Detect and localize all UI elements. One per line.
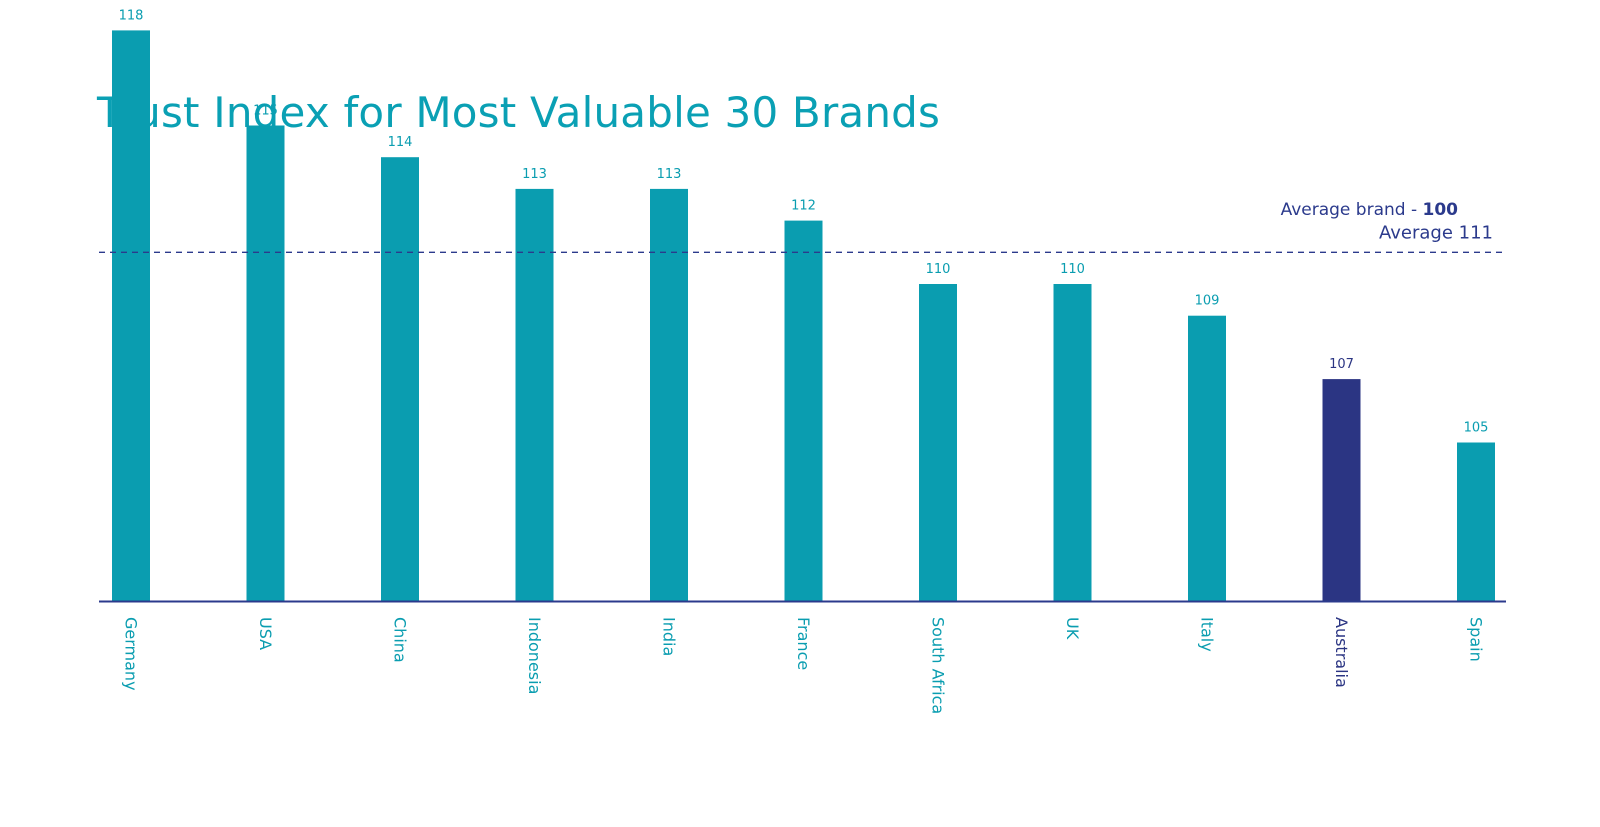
value-label-indonesia: 113 (522, 167, 547, 182)
value-label-italy: 109 (1195, 294, 1220, 309)
value-label-france: 112 (791, 199, 816, 214)
bar-china (381, 157, 419, 601)
average-brand-note: Average brand - 100 (1281, 200, 1458, 220)
category-label-spain: Spain (1467, 617, 1486, 662)
category-label-indonesia: Indonesia (525, 617, 544, 694)
bar-south-africa (919, 284, 957, 601)
bar-indonesia (515, 188, 554, 601)
value-label-australia: 107 (1329, 357, 1354, 372)
value-label-usa: 115 (253, 104, 278, 119)
chart-title: Trust Index for Most Valuable 30 Brands (97, 88, 941, 137)
category-label-uk: UK (1063, 617, 1082, 640)
category-label-australia: Australia (1332, 617, 1351, 688)
value-label-germany: 118 (119, 8, 144, 23)
bar-usa (246, 125, 285, 601)
average-brand-note-label: Average brand - (1280, 200, 1423, 220)
value-label-india: 113 (657, 167, 682, 182)
bar-australia (1322, 379, 1361, 601)
bar-india (650, 188, 688, 601)
category-label-india: India (660, 617, 679, 656)
bar-spain (1457, 442, 1495, 601)
category-label-germany: Germany (122, 617, 141, 691)
category-label-china: China (391, 617, 410, 663)
value-label-uk: 110 (1060, 262, 1085, 277)
bar-italy (1188, 315, 1226, 601)
value-label-spain: 105 (1464, 421, 1489, 436)
average-reference-label: Average 111 (1379, 222, 1493, 243)
category-labels-layer: Germany USA China Indonesia India France South… (122, 617, 1486, 714)
value-labels-layer: 118 115 114 113 113 112 110 110 109 107 105 (119, 8, 1489, 435)
bar-germany (112, 30, 150, 601)
category-label-italy: Italy (1198, 617, 1217, 652)
category-label-france: France (794, 617, 813, 670)
value-label-china: 114 (388, 135, 413, 150)
bar-uk (1053, 284, 1092, 601)
bars-layer (112, 30, 1495, 601)
average-brand-note-value: 100 (1422, 200, 1459, 220)
bar-france (784, 220, 823, 601)
category-label-usa: USA (256, 617, 275, 650)
category-label-south-africa: South Africa (929, 617, 948, 714)
value-label-south-africa: 110 (926, 262, 951, 277)
